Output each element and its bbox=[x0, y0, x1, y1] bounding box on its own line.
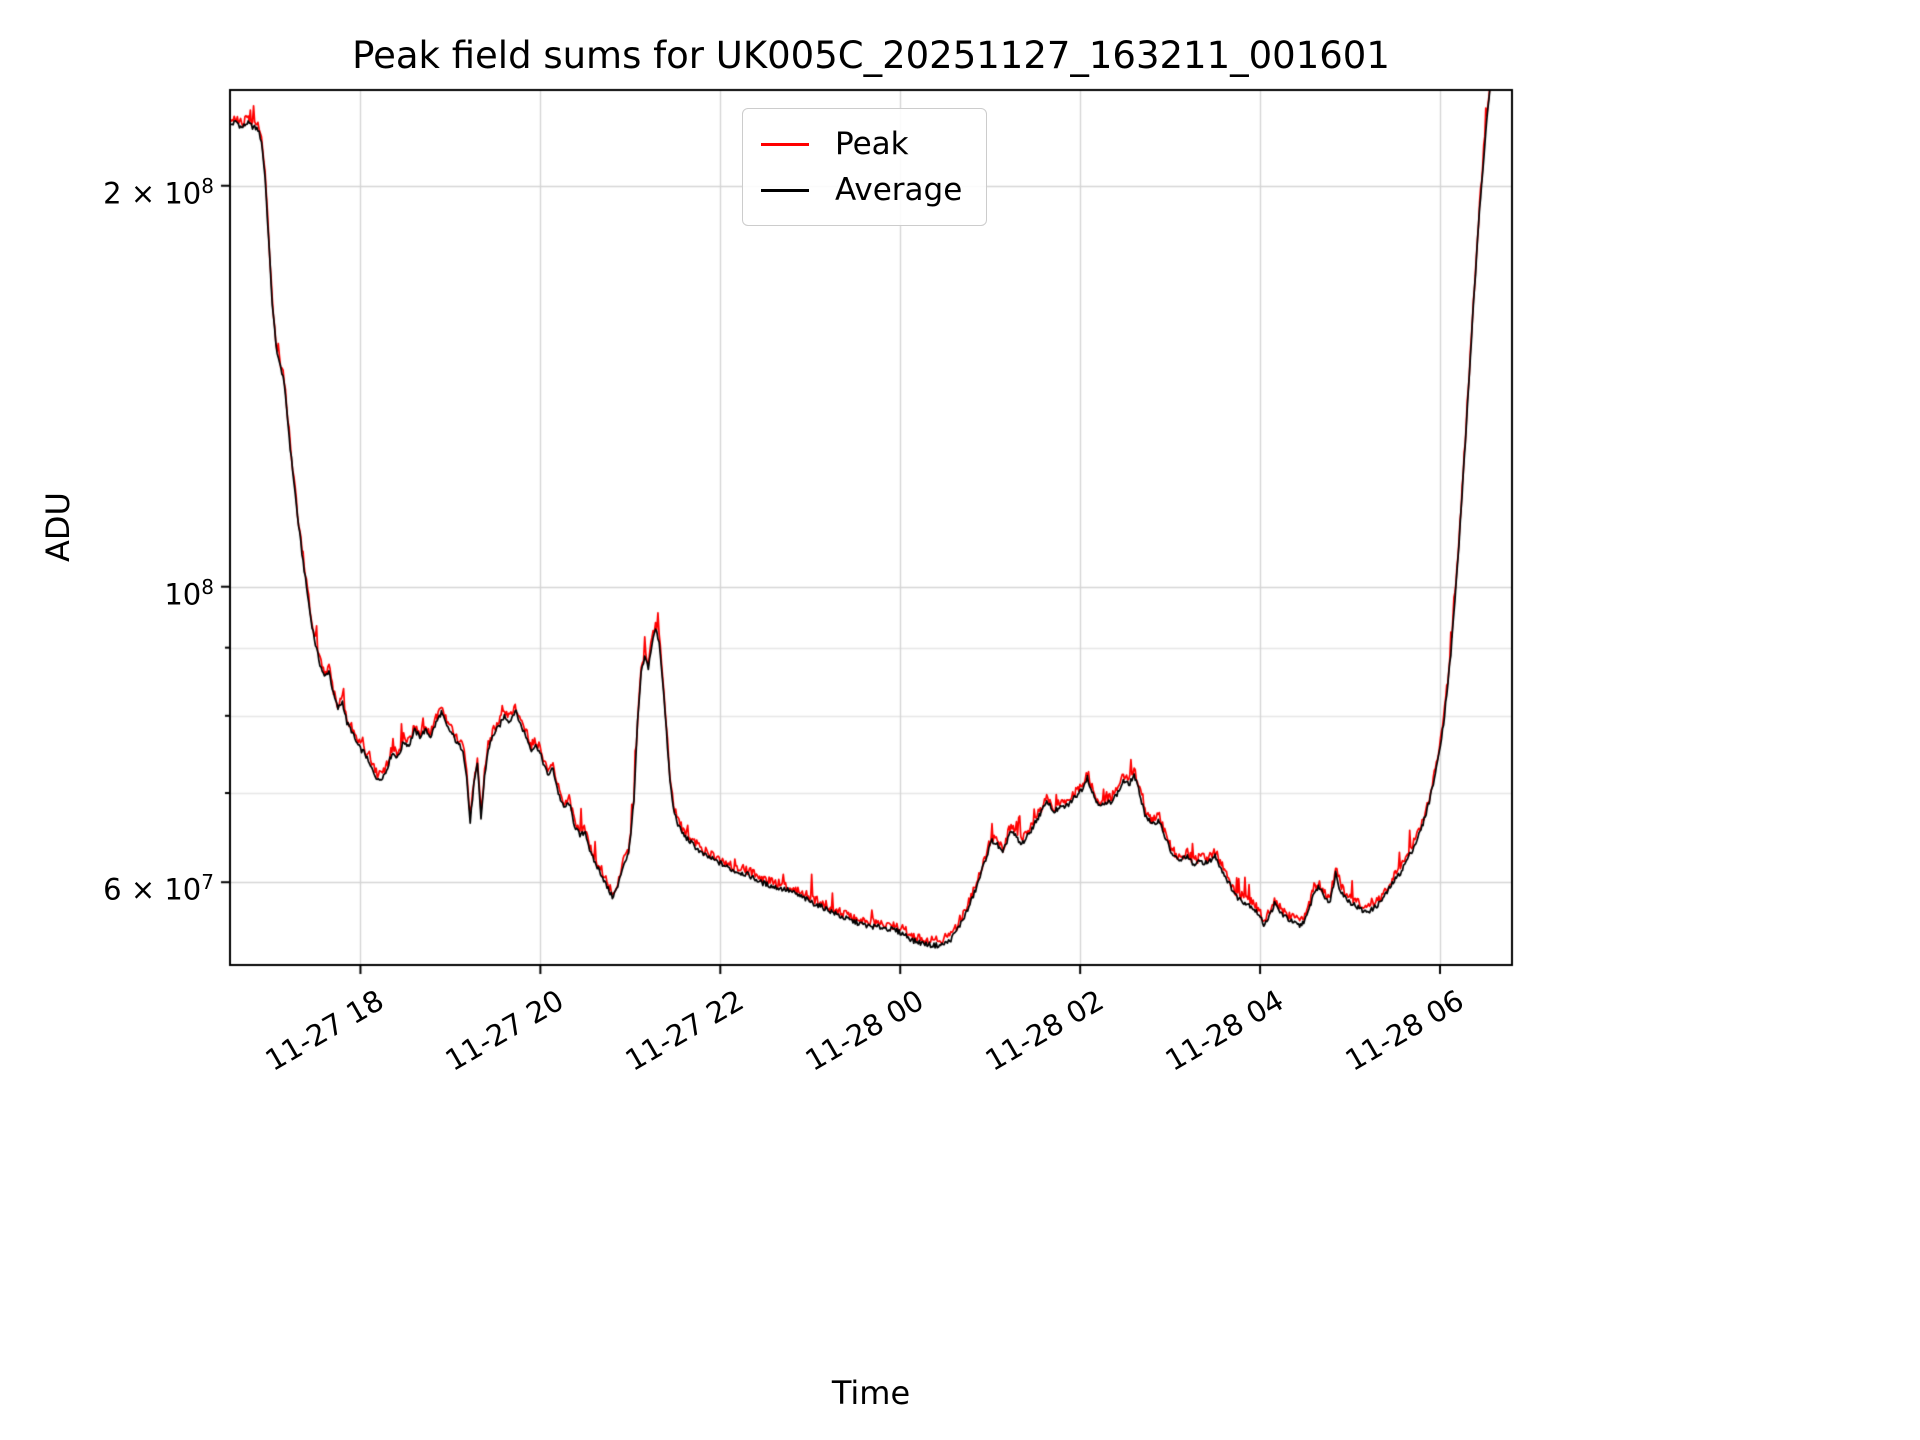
legend-item-peak: Peak bbox=[761, 121, 962, 167]
y-axis-label: ADU bbox=[39, 492, 77, 562]
y-tick-label: 6 × 107 bbox=[103, 870, 214, 907]
legend-item-average: Average bbox=[761, 167, 962, 213]
chart-title: Peak field sums for UK005C_20251127_1632… bbox=[352, 34, 1390, 77]
y-tick-label: 2 × 108 bbox=[103, 173, 214, 211]
peak-line-sample-icon bbox=[761, 142, 809, 146]
legend-label: Average bbox=[835, 172, 963, 208]
x-axis-label: Time bbox=[831, 1374, 911, 1412]
legend-label: Peak bbox=[835, 126, 909, 162]
y-tick-label: 108 bbox=[164, 574, 214, 612]
legend: Peak Average bbox=[742, 108, 988, 226]
average-line-sample-icon bbox=[761, 188, 809, 192]
